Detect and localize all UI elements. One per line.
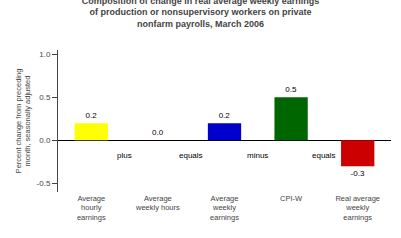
svg-text:Averageweeklyearnings: Averageweeklyearnings — [210, 194, 239, 223]
svg-text:0.2: 0.2 — [219, 111, 231, 120]
svg-text:-0.5: -0.5 — [37, 179, 51, 188]
svg-text:-0.3: -0.3 — [351, 169, 365, 178]
svg-text:0.0: 0.0 — [39, 136, 51, 145]
svg-text:Averageweekly hours: Averageweekly hours — [135, 194, 180, 213]
svg-text:CPI-W: CPI-W — [280, 194, 303, 203]
svg-text:Averagehourlyearnings: Averagehourlyearnings — [77, 194, 106, 223]
svg-text:0.5: 0.5 — [39, 93, 51, 102]
svg-text:Percent change from precedingm: Percent change from precedingmonth, seas… — [14, 69, 33, 174]
svg-text:plus: plus — [117, 151, 132, 160]
svg-text:0.2: 0.2 — [85, 111, 97, 120]
svg-text:equals: equals — [312, 151, 336, 160]
svg-text:Real averageweeklyearnings: Real averageweeklyearnings — [335, 194, 380, 223]
svg-text:1.0: 1.0 — [39, 50, 51, 59]
svg-text:Composition of change in real: Composition of change in real average we… — [82, 0, 320, 29]
svg-text:0.0: 0.0 — [152, 128, 164, 137]
svg-text:0.5: 0.5 — [285, 85, 297, 94]
svg-text:minus: minus — [247, 151, 268, 160]
svg-text:equals: equals — [179, 151, 203, 160]
